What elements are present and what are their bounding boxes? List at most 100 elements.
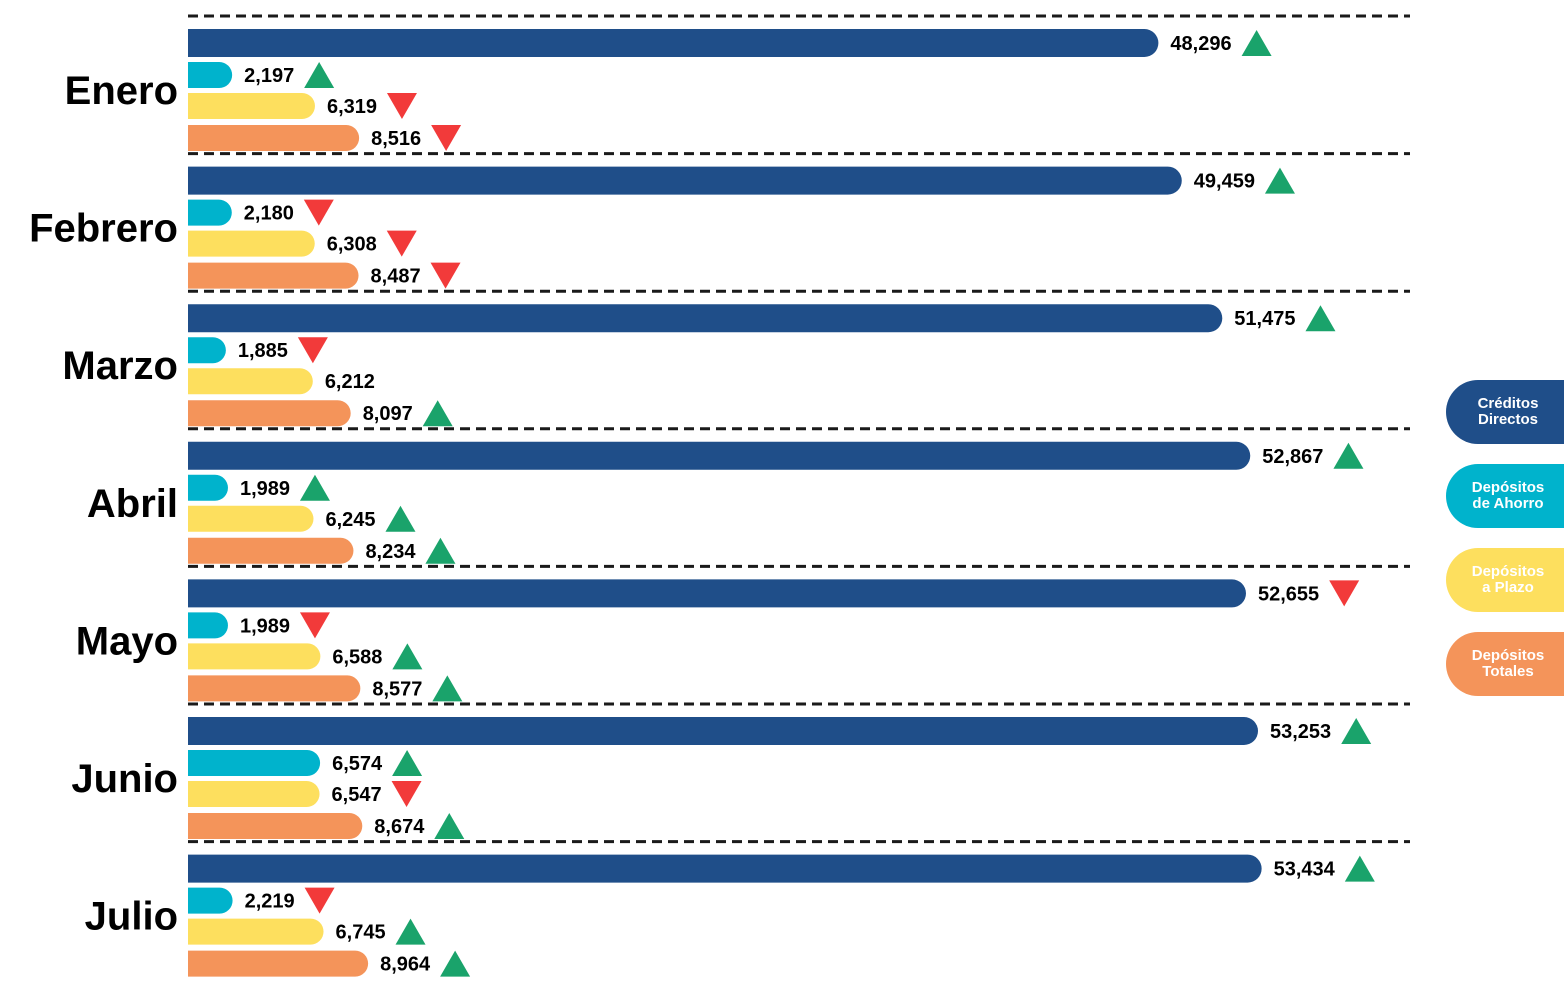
bar <box>188 537 354 564</box>
bar <box>188 950 369 977</box>
trend-up-icon <box>1344 855 1375 882</box>
legend-item-depositos-totales: Depósitos Totales <box>1446 632 1564 696</box>
bar <box>188 230 315 257</box>
trend-down-icon <box>304 887 335 914</box>
month-label: Junio <box>71 757 178 801</box>
bar <box>188 781 320 807</box>
bar <box>188 368 313 395</box>
trend-up-icon <box>385 505 416 532</box>
data-label: 8,674 <box>374 816 425 838</box>
data-label: 1,989 <box>240 615 290 637</box>
bar <box>188 612 228 639</box>
data-label: 6,588 <box>332 646 382 668</box>
legend: Créditos Directos Depósitos de Ahorro De… <box>1446 380 1564 716</box>
legend-item-depositos-plazo: Depósitos a Plazo <box>1446 548 1564 612</box>
month-label: Febrero <box>29 207 178 251</box>
trend-up-icon <box>392 750 423 776</box>
trend-down-icon <box>430 262 461 289</box>
trend-up-icon <box>434 813 465 839</box>
legend-item-depositos-ahorro: Depósitos de Ahorro <box>1446 464 1564 528</box>
trend-up-icon <box>425 537 456 564</box>
bar <box>188 29 1159 57</box>
bar <box>188 717 1258 745</box>
data-label: 8,516 <box>371 128 421 150</box>
trend-up-icon <box>1264 167 1295 194</box>
data-label: 51,475 <box>1234 308 1295 330</box>
data-label: 8,234 <box>365 541 416 563</box>
data-label: 6,212 <box>325 371 375 393</box>
data-label: 8,097 <box>363 403 413 425</box>
trend-down-icon <box>299 612 330 639</box>
data-label: 49,459 <box>1194 171 1255 193</box>
data-label: 6,547 <box>332 784 382 806</box>
trend-up-icon <box>395 918 426 945</box>
bar <box>188 750 321 776</box>
bar <box>188 337 226 364</box>
bar <box>188 400 351 427</box>
month-label: Mayo <box>76 619 178 663</box>
month-label: Julio <box>85 895 178 939</box>
trend-up-icon <box>304 62 335 88</box>
data-label: 8,487 <box>371 266 421 288</box>
bar <box>188 813 363 839</box>
data-label: 6,319 <box>327 96 377 118</box>
data-label: 2,197 <box>244 65 294 87</box>
trend-down-icon <box>391 781 422 807</box>
data-label: 1,989 <box>240 478 290 500</box>
trend-up-icon <box>1341 718 1372 744</box>
trend-up-icon <box>1305 305 1336 332</box>
data-label: 6,245 <box>325 509 375 531</box>
data-label: 48,296 <box>1170 33 1231 55</box>
bar <box>188 675 361 702</box>
trend-down-icon <box>297 337 328 364</box>
bar-chart: Enero 48,296 2,197 6,319 8,516 Febrero 49,459 2… <box>29 14 1410 977</box>
bar <box>188 854 1262 883</box>
bar <box>188 199 232 226</box>
bar <box>188 474 228 501</box>
trend-up-icon <box>440 950 471 977</box>
bar <box>188 93 315 120</box>
trend-up-icon <box>392 643 423 670</box>
trend-down-icon <box>431 125 462 151</box>
trend-down-icon <box>386 93 417 119</box>
trend-down-icon <box>303 199 334 226</box>
bar <box>188 505 314 532</box>
data-label: 8,964 <box>380 954 431 976</box>
bar <box>188 304 1223 333</box>
trend-up-icon <box>299 474 330 501</box>
month-label: Marzo <box>62 344 178 388</box>
trend-up-icon <box>422 400 453 427</box>
data-label: 52,655 <box>1258 583 1319 605</box>
bar <box>188 125 360 151</box>
data-label: 2,180 <box>244 203 294 225</box>
legend-label: Créditos Directos <box>1477 395 1539 428</box>
trend-up-icon <box>1333 442 1364 469</box>
bar <box>188 887 233 914</box>
data-label: 6,574 <box>332 753 383 775</box>
bar <box>188 166 1182 195</box>
data-label: 1,885 <box>238 340 288 362</box>
data-label: 53,434 <box>1274 859 1336 881</box>
data-label: 6,308 <box>327 234 377 256</box>
bar <box>188 441 1251 470</box>
month-label: Abril <box>87 482 178 526</box>
data-label: 2,219 <box>245 891 295 913</box>
data-label: 53,253 <box>1270 721 1331 743</box>
trend-down-icon <box>386 230 417 257</box>
legend-label: Depósitos de Ahorro <box>1471 479 1545 512</box>
month-label: Enero <box>65 69 178 113</box>
bar <box>188 643 321 670</box>
trend-down-icon <box>1329 580 1360 607</box>
trend-up-icon <box>432 675 463 702</box>
bar <box>188 918 324 945</box>
legend-label: Depósitos a Plazo <box>1471 563 1545 596</box>
data-label: 6,745 <box>336 922 386 944</box>
data-label: 52,867 <box>1262 446 1323 468</box>
data-label: 8,577 <box>372 678 422 700</box>
legend-label: Depósitos Totales <box>1471 647 1545 680</box>
bar <box>188 62 233 88</box>
legend-item-creditos-directos: Créditos Directos <box>1446 380 1564 444</box>
bar <box>188 262 359 289</box>
trend-up-icon <box>1241 30 1272 56</box>
bar <box>188 579 1246 608</box>
